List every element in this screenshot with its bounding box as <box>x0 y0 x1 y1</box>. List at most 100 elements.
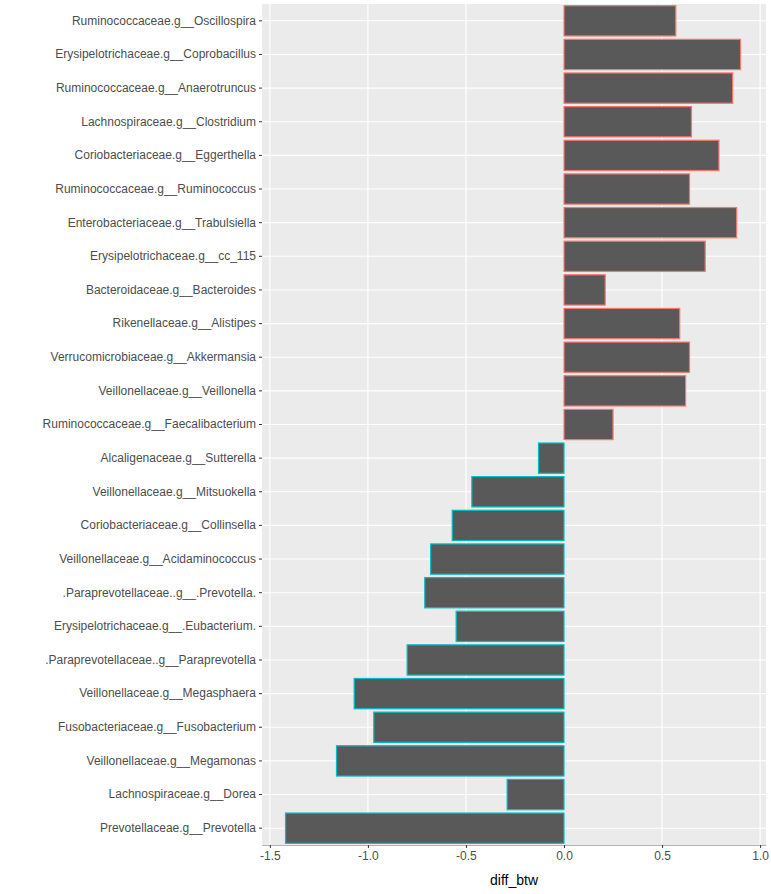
tick-mark <box>259 626 262 627</box>
tick-label: Erysipelotrichaceae.g__.Eubacterium. <box>54 619 256 633</box>
tick-label: Veillonellaceae.g__Megasphaera <box>79 686 256 700</box>
tick: Lachnospiraceae.g__Dorea <box>109 787 262 801</box>
tick: Fusobacteriaceae.g__Fusobacterium <box>58 720 262 734</box>
bar <box>564 342 690 372</box>
bar <box>564 39 740 69</box>
bar <box>564 107 691 137</box>
bars <box>286 6 741 844</box>
tick: Erysipelotrichaceae.g__.Eubacterium. <box>54 619 262 633</box>
tick-label: Enterobacteriaceae.g__Trabulsiella <box>68 216 257 230</box>
tick-mark <box>259 592 262 593</box>
bar <box>564 308 680 338</box>
axis-line <box>262 5 263 846</box>
tick-mark <box>259 289 262 290</box>
tick: .Paraprevotellaceae..g__Paraprevotella <box>45 653 262 667</box>
tick: Ruminococcaceae.g__Oscillospira <box>72 14 262 28</box>
grid-line <box>262 424 766 425</box>
tick-label: Bacteroidaceae.g__Bacteroides <box>86 283 256 297</box>
tick-label: Verrucomicrobiaceae.g__Akkermansia <box>51 350 257 364</box>
tick-label: Veillonellaceae.g__Megamonas <box>87 754 256 768</box>
tick-label: Rikenellaceae.g__Alistipes <box>113 316 256 330</box>
bar <box>564 208 737 238</box>
tick-mark <box>259 727 262 728</box>
tick: -1.5 <box>260 845 281 863</box>
tick: Coriobacteriaceae.g__Collinsella <box>81 518 262 532</box>
tick-label: Veillonellaceae.g__Mitsuokella <box>93 485 257 499</box>
tick-label: Erysipelotrichaceae.g__cc_115 <box>90 249 256 263</box>
x-axis-title: diff_btw <box>490 872 539 888</box>
tick-label: Lachnospiraceae.g__Dorea <box>109 787 257 801</box>
tick-label: 0.0 <box>556 849 573 863</box>
bar <box>564 174 690 204</box>
tick-mark <box>259 828 262 829</box>
tick-label: .Paraprevotellaceae..g__Paraprevotella <box>45 653 256 667</box>
tick-mark <box>259 20 262 21</box>
bar <box>431 544 564 574</box>
bar <box>456 611 564 641</box>
tick-mark <box>259 559 262 560</box>
tick: Prevotellaceae.g__Prevotella <box>100 821 262 835</box>
axis-line <box>263 845 767 846</box>
bar <box>564 241 705 271</box>
bar <box>452 510 564 540</box>
tick-label: Fusobacteriaceae.g__Fusobacterium <box>58 720 256 734</box>
plot: Ruminococcaceae.g__Oscillospira Erysipelo… <box>43 4 770 863</box>
tick: Lachnospiraceae.g__Clostridium <box>81 115 262 129</box>
tick-mark <box>259 659 262 660</box>
tick-mark <box>259 357 262 358</box>
tick-label: Alcaligenaceae.g__Sutterella <box>101 451 257 465</box>
tick-label: Prevotellaceae.g__Prevotella <box>100 821 256 835</box>
tick-label: Veillonellaceae.g__Veillonella <box>99 384 257 398</box>
bar <box>564 6 676 36</box>
tick-label: -1.5 <box>260 849 281 863</box>
tick: Enterobacteriaceae.g__Trabulsiella <box>68 216 262 230</box>
tick-mark <box>259 256 262 257</box>
bar <box>564 376 686 406</box>
tick-label: Erysipelotrichaceae.g__Coprobacillus <box>55 47 256 61</box>
tick-label: Coriobacteriaceae.g__Collinsella <box>81 518 257 532</box>
tick-mark <box>259 54 262 55</box>
tick-mark <box>259 491 262 492</box>
tick: Erysipelotrichaceae.g__Coprobacillus <box>55 47 262 61</box>
tick-mark <box>259 525 262 526</box>
tick-label: Veillonellaceae.g__Acidaminococcus <box>59 552 256 566</box>
tick-label: -0.5 <box>456 849 477 863</box>
tick: 0.5 <box>654 845 671 863</box>
tick: Alcaligenaceae.g__Sutterella <box>101 451 262 465</box>
tick-label: .Paraprevotellaceae..g__.Prevotella. <box>63 586 256 600</box>
grid-line <box>262 458 766 459</box>
tick: Ruminococcaceae.g__Anaerotruncus <box>56 81 262 95</box>
bar <box>286 813 564 843</box>
tick: Veillonellaceae.g__Megamonas <box>87 754 262 768</box>
tick-label: Ruminococcaceae.g__Faecalibacterium <box>43 417 256 431</box>
bar <box>425 578 564 608</box>
tick-mark <box>259 189 262 190</box>
bar <box>507 779 564 809</box>
chart: Ruminococcaceae.g__Oscillospira Erysipelo… <box>0 0 771 894</box>
tick: Verrucomicrobiaceae.g__Akkermansia <box>51 350 262 364</box>
tick-mark <box>259 88 262 89</box>
tick: Rikenellaceae.g__Alistipes <box>113 316 262 330</box>
tick: Ruminococcaceae.g__Faecalibacterium <box>43 417 262 431</box>
tick: -0.5 <box>456 845 477 863</box>
tick: Veillonellaceae.g__Acidaminococcus <box>59 552 262 566</box>
bar <box>564 140 719 170</box>
bar <box>472 477 564 507</box>
tick: Ruminococcaceae.g__Ruminococcus <box>55 182 262 196</box>
tick: Erysipelotrichaceae.g__cc_115 <box>90 249 262 263</box>
tick-label: Ruminococcaceae.g__Ruminococcus <box>55 182 256 196</box>
bar <box>354 678 564 708</box>
tick-label: 1.0 <box>752 849 769 863</box>
bar <box>564 275 605 305</box>
grid-line <box>262 323 766 324</box>
bar <box>564 73 733 103</box>
tick-mark <box>259 155 262 156</box>
tick-mark <box>259 222 262 223</box>
tick-mark <box>259 760 262 761</box>
tick-label: Ruminococcaceae.g__Anaerotruncus <box>56 81 256 95</box>
tick-mark <box>259 121 262 122</box>
tick: -1.0 <box>358 845 379 863</box>
tick: 1.0 <box>752 845 769 863</box>
bar <box>564 409 613 439</box>
panel-background <box>262 4 766 845</box>
